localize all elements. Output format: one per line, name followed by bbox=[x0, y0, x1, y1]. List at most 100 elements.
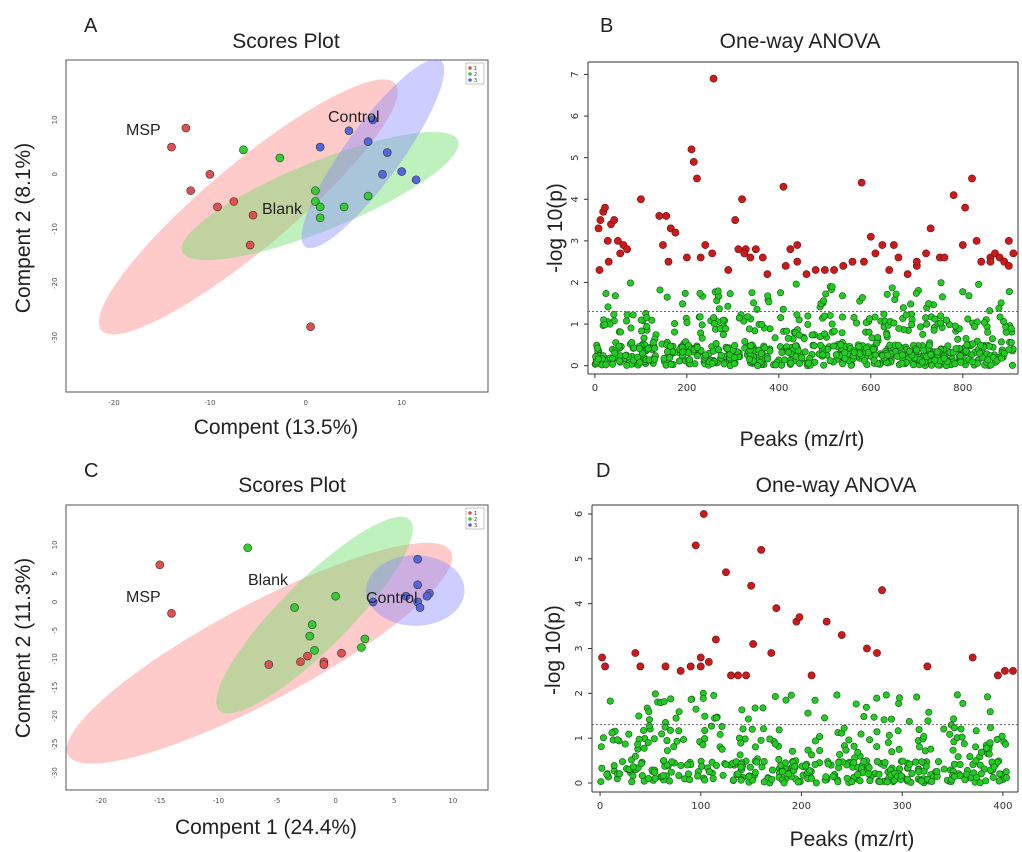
significant-peak-point bbox=[722, 568, 730, 577]
nonsignificant-peak-point bbox=[719, 331, 727, 339]
nonsignificant-peak-point bbox=[663, 737, 671, 745]
nonsignificant-peak-point bbox=[986, 708, 994, 716]
nonsignificant-peak-point bbox=[826, 311, 834, 319]
significant-peak-point bbox=[696, 653, 705, 662]
nonsignificant-peak-point bbox=[707, 722, 715, 730]
significant-peak-point bbox=[1004, 236, 1013, 245]
nonsignificant-peak-point bbox=[828, 283, 836, 291]
significant-peak-point bbox=[873, 649, 881, 657]
nonsignificant-peak-point bbox=[887, 715, 895, 723]
nonsignificant-peak-point bbox=[980, 319, 988, 327]
nonsignificant-peak-point bbox=[651, 344, 659, 352]
significant-peak-point bbox=[757, 545, 766, 554]
nonsignificant-peak-point bbox=[899, 757, 907, 765]
nonsignificant-peak-point bbox=[715, 305, 723, 313]
nonsignificant-peak-point bbox=[601, 321, 609, 329]
plot-title: Scores Plot bbox=[232, 30, 340, 53]
nonsignificant-peak-point bbox=[957, 725, 965, 733]
nonsignificant-peak-point bbox=[640, 726, 648, 734]
nonsignificant-peak-point bbox=[883, 290, 891, 298]
nonsignificant-peak-point bbox=[677, 762, 685, 770]
x-tick-label: 0 bbox=[304, 399, 308, 407]
significant-peak-point bbox=[691, 541, 700, 550]
nonsignificant-peak-point bbox=[954, 335, 962, 343]
nonsignificant-peak-point bbox=[883, 331, 891, 339]
nonsignificant-peak-point bbox=[784, 348, 792, 356]
significant-peak-point bbox=[802, 270, 811, 279]
nonsignificant-peak-point bbox=[777, 289, 785, 297]
nonsignificant-peak-point bbox=[777, 314, 785, 322]
significant-peak-point bbox=[1001, 667, 1009, 675]
y-tick-label: -30 bbox=[51, 332, 59, 343]
x-tick-label: -5 bbox=[274, 797, 281, 805]
nonsignificant-peak-point bbox=[902, 311, 910, 319]
nonsignificant-peak-point bbox=[686, 356, 694, 364]
nonsignificant-peak-point bbox=[716, 730, 724, 738]
significant-peak-point bbox=[795, 613, 804, 622]
nonsignificant-peak-point bbox=[937, 312, 945, 320]
significant-peak-point bbox=[738, 195, 746, 204]
nonsignificant-peak-point bbox=[709, 775, 717, 783]
nonsignificant-peak-point bbox=[759, 704, 767, 712]
nonsignificant-peak-point bbox=[819, 351, 827, 359]
plot-frame bbox=[65, 504, 489, 791]
nonsignificant-peak-point bbox=[977, 770, 985, 778]
data-point-msp bbox=[296, 657, 305, 667]
data-point-msp bbox=[167, 608, 176, 618]
y-tick-label: 4 bbox=[570, 196, 581, 202]
significant-peak-point bbox=[601, 662, 609, 671]
significant-peak-point bbox=[781, 261, 790, 270]
nonsignificant-peak-point bbox=[824, 760, 832, 768]
nonsignificant-peak-point bbox=[866, 736, 874, 744]
nonsignificant-peak-point bbox=[683, 761, 691, 769]
nonsignificant-peak-point bbox=[673, 737, 681, 745]
nonsignificant-peak-point bbox=[917, 777, 925, 785]
significant-peak-point bbox=[871, 249, 880, 258]
nonsignificant-peak-point bbox=[860, 713, 868, 721]
nonsignificant-peak-point bbox=[892, 290, 900, 298]
data-point-msp bbox=[264, 660, 274, 669]
x-tick-label: 600 bbox=[861, 383, 880, 394]
nonsignificant-peak-point bbox=[841, 354, 849, 362]
nonsignificant-peak-point bbox=[951, 360, 959, 368]
legend-entry: 1 bbox=[474, 66, 477, 72]
nonsignificant-peak-point bbox=[708, 359, 716, 367]
nonsignificant-peak-point bbox=[880, 310, 888, 318]
nonsignificant-peak-point bbox=[832, 351, 840, 359]
legend-entry: 3 bbox=[474, 78, 477, 84]
nonsignificant-peak-point bbox=[729, 776, 737, 784]
x-axis-label: Compent 1 (24.4%) bbox=[175, 816, 357, 839]
y-tick-label: 3 bbox=[574, 645, 585, 651]
nonsignificant-peak-point bbox=[701, 735, 709, 743]
nonsignificant-peak-point bbox=[1003, 774, 1011, 782]
nonsignificant-peak-point bbox=[696, 289, 704, 297]
nonsignificant-peak-point bbox=[927, 351, 935, 359]
nonsignificant-peak-point bbox=[683, 319, 691, 327]
data-point-control bbox=[422, 591, 432, 601]
nonsignificant-peak-point bbox=[984, 356, 992, 364]
data-point-blank bbox=[363, 191, 373, 201]
nonsignificant-peak-point bbox=[996, 313, 1004, 321]
data-point-msp bbox=[337, 648, 346, 658]
significant-peak-point bbox=[807, 671, 816, 680]
nonsignificant-peak-point bbox=[811, 696, 819, 704]
x-tick-label: 800 bbox=[953, 383, 972, 394]
nonsignificant-peak-point bbox=[816, 733, 824, 741]
nonsignificant-peak-point bbox=[599, 734, 607, 742]
nonsignificant-peak-point bbox=[816, 341, 824, 349]
data-point-msp bbox=[186, 186, 195, 195]
nonsignificant-peak-point bbox=[888, 748, 896, 756]
significant-peak-point bbox=[664, 257, 673, 266]
significant-peak-point bbox=[603, 236, 612, 245]
nonsignificant-peak-point bbox=[976, 349, 984, 357]
nonsignificant-peak-point bbox=[660, 698, 668, 706]
significant-peak-point bbox=[682, 253, 691, 262]
y-tick-label: -25 bbox=[51, 739, 59, 750]
nonsignificant-peak-point bbox=[661, 723, 669, 731]
legend-marker bbox=[468, 72, 472, 76]
nonsignificant-peak-point bbox=[791, 762, 799, 770]
nonsignificant-peak-point bbox=[984, 328, 992, 336]
nonsignificant-peak-point bbox=[954, 753, 962, 761]
nonsignificant-peak-point bbox=[765, 298, 773, 306]
